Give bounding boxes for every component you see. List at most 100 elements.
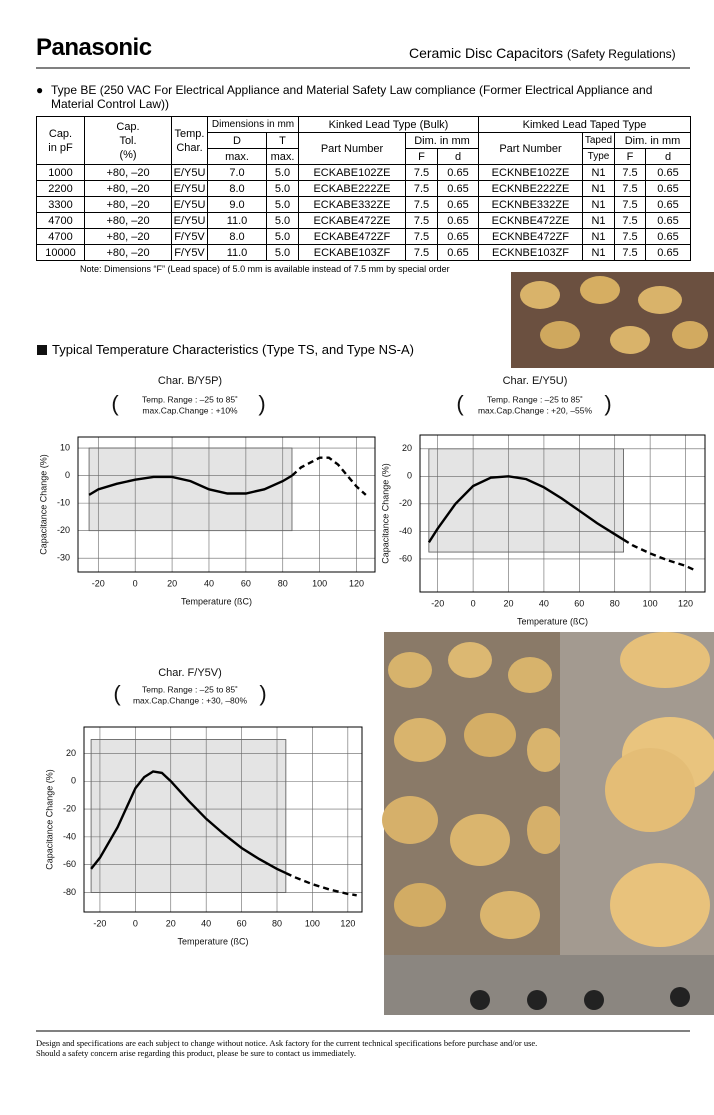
table-cell: ECKNBE222ZE bbox=[478, 180, 583, 197]
brand: Panasonic bbox=[36, 34, 152, 61]
x-axis-title: Temperature (ßC) bbox=[517, 616, 588, 626]
y-tick-label: -40 bbox=[63, 831, 76, 841]
plot-frame bbox=[83, 726, 363, 913]
y-axis-title: Capacitance Change (%) bbox=[380, 463, 390, 564]
table-cell: 7.5 bbox=[405, 196, 438, 213]
table-cell: +80, –20 bbox=[84, 244, 172, 261]
x-tick-label: 0 bbox=[133, 578, 138, 588]
table-cell: 11.0 bbox=[207, 212, 267, 229]
table-cell: 0.65 bbox=[645, 228, 691, 245]
header-cell: Kimked Lead Taped Type bbox=[478, 116, 691, 133]
header-cell: Dim. in mm bbox=[614, 132, 691, 149]
table-cell: N1 bbox=[582, 244, 615, 261]
bracket: ( bbox=[111, 391, 119, 416]
table-row: 4700 +80, –20 E/Y5U 11.0 5.0 ECKABE472ZE 7.5 0.… bbox=[36, 212, 691, 229]
annotation: Temp. Range : –25 to 85˚ bbox=[487, 394, 583, 404]
header-line: in pF bbox=[48, 141, 73, 154]
x-tick-label: 60 bbox=[237, 918, 247, 928]
table-cell: E/Y5U bbox=[171, 196, 208, 213]
table-cell: 3300 bbox=[36, 196, 85, 213]
header-cell: max. bbox=[207, 148, 267, 165]
table-cell: 0.65 bbox=[437, 196, 479, 213]
x-tick-label: -20 bbox=[93, 918, 106, 928]
table-cell: 0.65 bbox=[645, 196, 691, 213]
footer: Design and specifications are each subje… bbox=[36, 1038, 696, 1058]
x-tick-label: 0 bbox=[133, 918, 138, 928]
header-line: (%) bbox=[119, 148, 137, 161]
table-cell: 0.65 bbox=[437, 180, 479, 197]
table-cell: 0.65 bbox=[645, 244, 691, 261]
table-cell: +80, –20 bbox=[84, 212, 172, 229]
y-axis-title: Capacitance Change (%) bbox=[38, 454, 48, 555]
section-bullet bbox=[37, 345, 47, 355]
table-cell: 7.5 bbox=[405, 180, 438, 197]
section-title: Typical Temperature Characteristics (Typ… bbox=[52, 342, 414, 357]
note: Note: Dimensions “F” (Lead space) of 5.0… bbox=[80, 264, 450, 274]
table-cell: 7.5 bbox=[614, 180, 646, 197]
table-cell: 0.65 bbox=[645, 212, 691, 229]
table-cell: ECKABE102ZE bbox=[298, 164, 406, 181]
table-cell: 7.5 bbox=[614, 212, 646, 229]
header-cell: Dim. in mm bbox=[405, 132, 479, 149]
table-cell: E/Y5U bbox=[171, 164, 208, 181]
y-tick-label: -60 bbox=[399, 553, 412, 563]
photo bbox=[382, 632, 563, 955]
y-tick-label: -20 bbox=[57, 525, 70, 535]
table-cell: ECKNBE472ZF bbox=[478, 228, 583, 245]
x-tick-label: 20 bbox=[504, 598, 514, 608]
table-cell: F/Y5V bbox=[171, 244, 208, 261]
table-cell: ECKNBE472ZE bbox=[478, 212, 583, 229]
table-cell: 5.0 bbox=[266, 212, 299, 229]
table-cell: 4700 bbox=[36, 228, 85, 245]
bullet: ● bbox=[36, 83, 44, 97]
bracket: ) bbox=[604, 391, 611, 416]
header-cell: Part Number bbox=[298, 132, 406, 165]
header-cell: d bbox=[437, 148, 479, 165]
y-tick-label: -80 bbox=[63, 887, 76, 897]
table-cell: 9.0 bbox=[207, 196, 267, 213]
table-cell: +80, –20 bbox=[84, 228, 172, 245]
table-cell: N1 bbox=[582, 180, 615, 197]
subtitle: (Safety Regulations) bbox=[566, 47, 676, 61]
table-cell: 7.5 bbox=[614, 244, 646, 261]
header-cell: Type bbox=[582, 148, 615, 165]
x-tick-label: 120 bbox=[349, 578, 364, 588]
x-tick-label: 80 bbox=[610, 598, 620, 608]
x-tick-label: 60 bbox=[574, 598, 584, 608]
curve bbox=[90, 770, 287, 875]
table-cell: N1 bbox=[582, 212, 615, 229]
header-line: Cap. bbox=[116, 120, 140, 133]
table-cell: 0.65 bbox=[437, 164, 479, 181]
photo bbox=[560, 632, 714, 955]
annotation: max.Cap.Change : +30, –80% bbox=[133, 695, 248, 705]
table-cell: 5.0 bbox=[266, 196, 299, 213]
table-row: 1000 +80, –20 E/Y5U 7.0 5.0 ECKABE102ZE 7.5 0.6… bbox=[36, 164, 691, 181]
x-tick-label: 20 bbox=[166, 918, 176, 928]
table-cell: 7.5 bbox=[405, 228, 438, 245]
table-cell: ECKABE332ZE bbox=[298, 196, 406, 213]
header-line: Temp. bbox=[174, 127, 205, 140]
curve bbox=[285, 872, 357, 897]
table-cell: ECKNBE332ZE bbox=[478, 196, 583, 213]
table-cell: 7.5 bbox=[405, 212, 438, 229]
intro: Type BE (250 VAC For Electrical Applianc… bbox=[51, 83, 653, 111]
y-tick-label: 10 bbox=[60, 442, 70, 452]
bracket: ) bbox=[258, 391, 265, 416]
header-cell: D bbox=[207, 132, 267, 149]
table-cell: 10000 bbox=[36, 244, 85, 261]
header-cell: Part Number bbox=[478, 132, 583, 165]
table-cell: 8.0 bbox=[207, 180, 267, 197]
table-cell: 4700 bbox=[36, 212, 85, 229]
x-axis-title: Temperature (ßC) bbox=[177, 936, 248, 946]
y-tick-label: -60 bbox=[63, 859, 76, 869]
x-tick-label: 100 bbox=[643, 598, 658, 608]
table-cell: N1 bbox=[582, 164, 615, 181]
y-tick-label: -10 bbox=[57, 497, 70, 507]
header-cell: F bbox=[614, 148, 646, 165]
table-cell: 2200 bbox=[36, 180, 85, 197]
photo bbox=[511, 272, 714, 368]
table-cell: 7.5 bbox=[614, 196, 646, 213]
bracket: ) bbox=[259, 681, 266, 706]
spec-region bbox=[88, 447, 293, 532]
header-line: Tol. bbox=[119, 134, 137, 147]
